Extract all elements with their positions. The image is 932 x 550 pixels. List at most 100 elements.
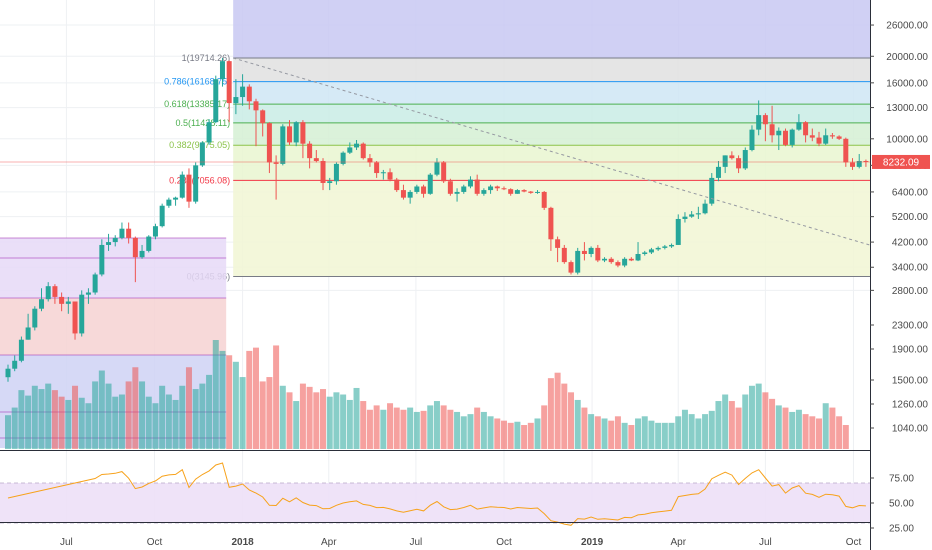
candle[interactable] xyxy=(59,292,65,312)
candle[interactable] xyxy=(729,151,735,160)
candle[interactable] xyxy=(347,142,353,155)
candle[interactable] xyxy=(689,211,695,218)
candle[interactable] xyxy=(662,244,668,250)
candle[interactable] xyxy=(407,190,413,204)
candle[interactable] xyxy=(320,158,326,191)
candle[interactable] xyxy=(742,147,748,170)
candle[interactable] xyxy=(816,131,822,147)
candle[interactable] xyxy=(514,189,520,194)
candle[interactable] xyxy=(313,150,319,163)
candle[interactable] xyxy=(474,174,480,196)
candle[interactable] xyxy=(45,282,51,302)
candle[interactable] xyxy=(749,125,755,152)
candle[interactable] xyxy=(18,336,24,363)
candle[interactable] xyxy=(669,243,675,248)
candle[interactable] xyxy=(581,242,587,261)
candle[interactable] xyxy=(287,120,293,145)
candle[interactable] xyxy=(776,127,782,151)
candle[interactable] xyxy=(414,184,420,194)
candle[interactable] xyxy=(106,233,112,251)
candle[interactable] xyxy=(126,222,132,244)
candle[interactable] xyxy=(501,186,507,191)
candle[interactable] xyxy=(240,74,246,106)
candle[interactable] xyxy=(561,244,567,264)
candle[interactable] xyxy=(628,257,634,262)
candle[interactable] xyxy=(32,306,38,331)
candle[interactable] xyxy=(5,364,11,382)
candle[interactable] xyxy=(447,178,453,196)
candle[interactable] xyxy=(280,124,286,166)
trendline-dashed[interactable] xyxy=(233,57,871,246)
candle[interactable] xyxy=(421,184,427,198)
candle[interactable] xyxy=(602,257,608,263)
candle[interactable] xyxy=(829,132,835,139)
candle[interactable] xyxy=(508,188,514,196)
candle[interactable] xyxy=(856,154,862,169)
candle[interactable] xyxy=(796,114,802,131)
candle[interactable] xyxy=(702,199,708,215)
candle[interactable] xyxy=(92,272,98,295)
candle[interactable] xyxy=(555,236,561,263)
candle[interactable] xyxy=(675,214,681,245)
candle[interactable] xyxy=(327,177,333,191)
candle[interactable] xyxy=(488,184,494,194)
candle[interactable] xyxy=(454,188,460,202)
candle[interactable] xyxy=(132,236,138,283)
candle[interactable] xyxy=(65,296,71,314)
candle[interactable] xyxy=(146,235,152,253)
candle[interactable] xyxy=(400,184,406,200)
candle[interactable] xyxy=(25,313,31,340)
candle[interactable] xyxy=(836,135,842,140)
candle[interactable] xyxy=(695,206,701,219)
candle[interactable] xyxy=(682,212,688,223)
candle[interactable] xyxy=(380,169,386,180)
candle[interactable] xyxy=(441,160,447,183)
candle[interactable] xyxy=(715,160,721,182)
candle[interactable] xyxy=(360,142,366,160)
candle[interactable] xyxy=(12,355,18,372)
candle[interactable] xyxy=(394,177,400,192)
candle[interactable] xyxy=(333,162,339,185)
candle[interactable] xyxy=(568,260,574,275)
candle[interactable] xyxy=(622,257,628,268)
candle[interactable] xyxy=(642,250,648,256)
candle[interactable] xyxy=(199,141,205,167)
candle[interactable] xyxy=(79,290,85,337)
candle[interactable] xyxy=(528,191,534,194)
candle[interactable] xyxy=(159,203,165,228)
candle[interactable] xyxy=(173,196,179,206)
candle[interactable] xyxy=(139,244,145,259)
candle[interactable] xyxy=(260,109,266,137)
candle[interactable] xyxy=(300,120,306,159)
candle[interactable] xyxy=(481,188,487,196)
candle[interactable] xyxy=(595,244,601,263)
candle[interactable] xyxy=(226,60,232,123)
candles[interactable] xyxy=(5,57,869,382)
candle[interactable] xyxy=(387,168,393,182)
candle[interactable] xyxy=(72,301,78,340)
candle[interactable] xyxy=(166,197,172,208)
candle[interactable] xyxy=(655,246,661,251)
candle[interactable] xyxy=(809,128,815,142)
candle[interactable] xyxy=(461,184,467,194)
candle[interactable] xyxy=(206,119,212,145)
candle[interactable] xyxy=(219,57,225,87)
candle[interactable] xyxy=(273,155,279,200)
candle[interactable] xyxy=(307,141,313,169)
fib-retracement[interactable]: 1(19714.26) 0.786(16168.75) 0.618(13385.17… xyxy=(164,0,870,281)
candle[interactable] xyxy=(427,173,433,195)
candle[interactable] xyxy=(648,247,654,255)
candle[interactable] xyxy=(253,98,259,147)
candle[interactable] xyxy=(374,160,380,178)
candle[interactable] xyxy=(635,242,641,262)
candle[interactable] xyxy=(293,121,299,147)
candle[interactable] xyxy=(782,128,788,147)
candle[interactable] xyxy=(534,190,540,194)
candle[interactable] xyxy=(615,260,621,268)
candle[interactable] xyxy=(608,257,614,264)
candle[interactable] xyxy=(233,79,239,115)
candle[interactable] xyxy=(769,105,775,143)
trendline[interactable] xyxy=(0,57,871,246)
candle[interactable] xyxy=(186,168,192,208)
candle[interactable] xyxy=(119,222,125,240)
